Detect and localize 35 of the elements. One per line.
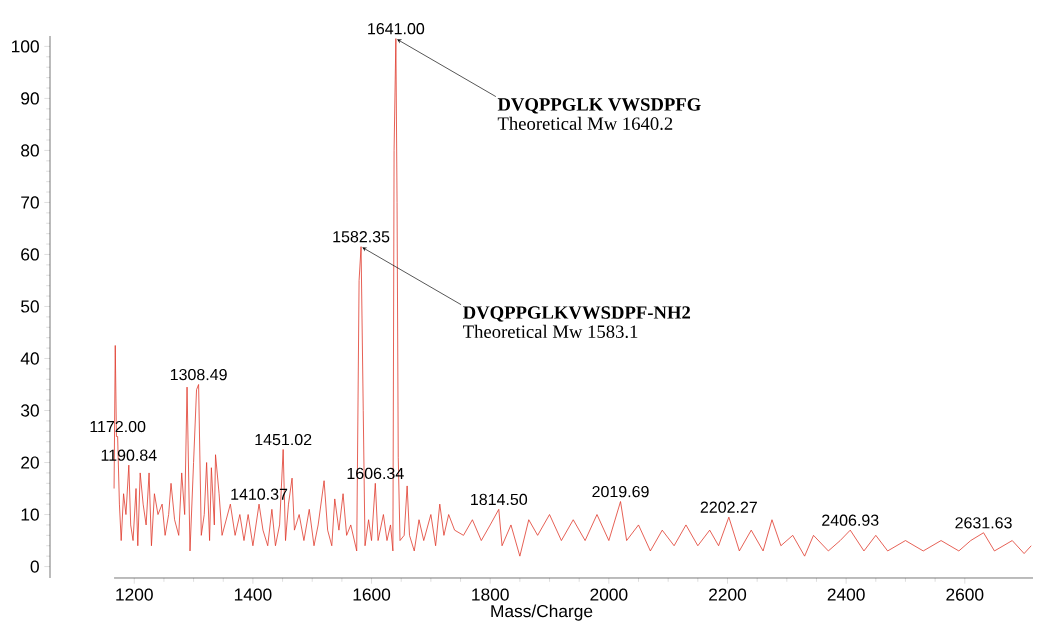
x-tick-label: 1800 [472,588,509,601]
annotation: DVQPPGLKVWSDPF-NH2 [463,306,691,322]
y-tick-label: 20 [21,456,39,469]
annotation: 1641.00 [368,23,425,35]
y-tick-label: 100 [12,40,39,53]
x-tick-label: 1400 [234,588,272,601]
annotation: 1308.49 [170,368,227,381]
annotation: 2631.63 [955,517,1012,529]
y-tick-label: 0 [30,560,39,573]
annotation: 1190.84 [101,449,157,461]
x-tick-label: 1200 [116,588,153,601]
annotation: 1451.02 [255,433,312,446]
annotation: 2019.69 [592,485,649,498]
y-tick-label: 30 [20,404,39,417]
annotation: 1410.37 [231,488,288,500]
x-tick-label: 1600 [353,588,391,601]
x-tick-label: 2000 [590,588,628,601]
x-tick-label: 2400 [827,588,865,601]
y-tick-label: 60 [21,248,39,261]
x-tick-label: 2200 [709,588,747,601]
y-tick-label: 70 [21,196,39,209]
annotation: 1582.35 [333,231,390,243]
y-tick-label: 40 [20,352,39,365]
annotation: 2202.27 [700,501,757,513]
x-axis-title: Mass/Charge [491,604,593,621]
y-tick-label: 50 [21,300,39,313]
annotation: Theoretical Mw 1640.2 [497,116,673,131]
y-tick-label: 90 [21,92,39,105]
y-tick-label: 10 [21,508,39,521]
annotation: 2406.93 [822,514,879,526]
annotation: DVQPPGLK VWSDPFG [497,98,701,114]
y-tick-label: 80 [21,144,39,157]
annotation: Theoretical Mw 1583.1 [463,324,638,339]
x-tick-label: 2600 [946,588,984,601]
annotation: 1814.50 [471,493,528,506]
